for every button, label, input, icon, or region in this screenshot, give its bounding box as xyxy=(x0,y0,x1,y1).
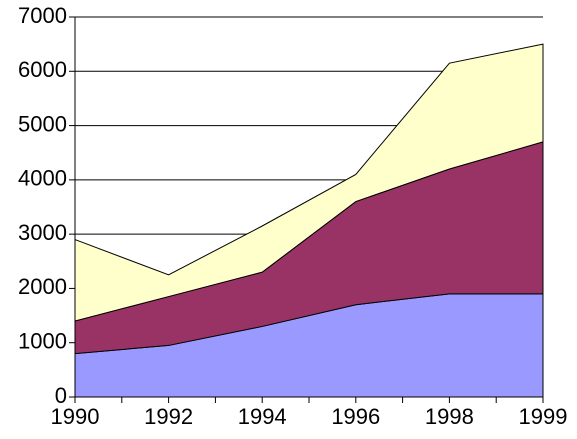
y-tick-label: 4000 xyxy=(18,166,67,191)
x-tick-label: 1996 xyxy=(331,404,380,429)
y-tick-label: 7000 xyxy=(18,3,67,28)
y-tick-label: 3000 xyxy=(18,220,67,245)
x-tick-label: 1994 xyxy=(238,404,287,429)
x-tick-label: 1999 xyxy=(519,404,568,429)
x-tick-label: 1990 xyxy=(51,404,100,429)
y-tick-label: 2000 xyxy=(18,274,67,299)
x-tick-label: 1992 xyxy=(144,404,193,429)
y-tick-label: 0 xyxy=(55,383,67,408)
y-tick-label: 1000 xyxy=(18,329,67,354)
x-tick-label: 1998 xyxy=(425,404,474,429)
y-tick-label: 5000 xyxy=(18,111,67,136)
y-tick-label: 6000 xyxy=(18,57,67,82)
area xyxy=(74,43,544,322)
